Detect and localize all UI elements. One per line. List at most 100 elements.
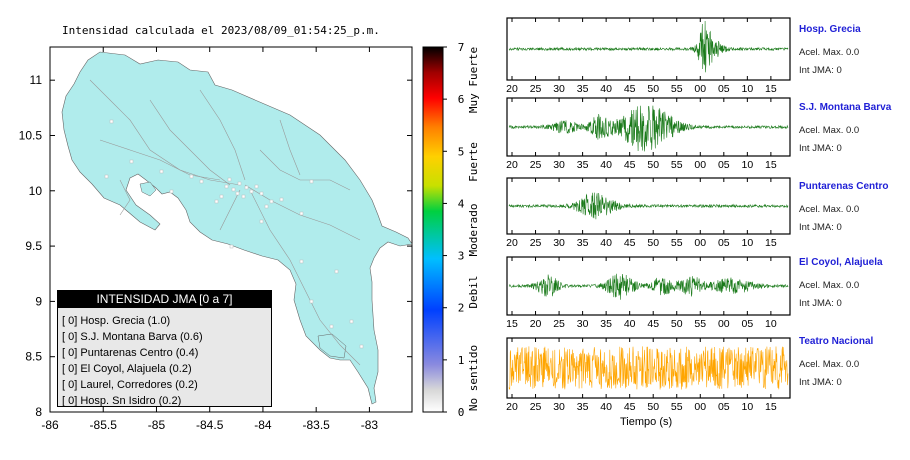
station-info: Acel. Max. 0.0 Int JMA: 0	[799, 280, 860, 309]
legend-item: [ 0] El Coyol, Alajuela (0.2)	[62, 363, 192, 375]
colorbar-tick-label: 2	[458, 302, 465, 315]
colorbar-category-label: Muy Fuerte	[467, 47, 480, 113]
station-marker	[159, 169, 164, 174]
time-tick-label: 45	[647, 318, 659, 330]
time-tick-label: 15	[765, 159, 777, 171]
station-marker	[199, 179, 204, 184]
x-tick-label: -83.5	[302, 418, 330, 432]
station-marker	[235, 191, 240, 196]
colorbar-category-label: Fuerte	[467, 142, 480, 182]
time-tick-label: 25	[530, 83, 542, 95]
time-tick-label: 15	[765, 83, 777, 95]
legend-item: [ 0] Hosp. Grecia (1.0)	[62, 315, 171, 327]
y-tick-label: 11	[30, 73, 43, 87]
trace-line	[508, 20, 789, 73]
time-tick-label: 50	[647, 159, 659, 171]
y-tick-label: 9.5	[25, 239, 42, 253]
station-marker	[129, 159, 134, 164]
station-marker	[249, 189, 254, 194]
time-tick-label: 50	[647, 83, 659, 95]
time-tick-label: 40	[600, 159, 612, 171]
time-tick-label: 00	[694, 159, 706, 171]
time-tick-label: 10	[742, 83, 754, 95]
seismogram-panel: 20 25 30 35 40 45 50 55 00 05 10 15	[506, 17, 791, 95]
time-tick-label: 40	[600, 401, 612, 413]
station-marker	[359, 344, 364, 349]
station-info: Acel. Max. 0.0 Int JMA: 0	[799, 125, 860, 154]
time-tick-label: 35	[577, 401, 589, 413]
time-tick-label: 15	[765, 237, 777, 249]
station-name: S.J. Montana Barva	[799, 102, 892, 113]
colorbar-category-label: Moderado	[467, 204, 480, 257]
time-tick-label: 25	[530, 159, 542, 171]
osa-peninsula	[317, 333, 347, 359]
station-marker	[279, 197, 284, 202]
time-tick-label: 40	[624, 318, 636, 330]
legend-item: [ 0] Laurel, Corredores (0.2)	[62, 379, 198, 391]
time-tick-label: 00	[694, 83, 706, 95]
nicoya-gulf-island	[139, 181, 157, 197]
time-tick-label: 00	[694, 237, 706, 249]
time-tick-label: 00	[718, 318, 730, 330]
station-info: Acel. Max. 0.0 Int JMA: 0	[799, 359, 860, 388]
station-marker	[329, 324, 334, 329]
station-marker	[227, 177, 232, 182]
time-tick-label: 05	[718, 83, 730, 95]
map-x-axis: -86 -85.5 -85 -84.5 -84 -83.5 -83	[41, 47, 378, 432]
station-marker	[309, 179, 314, 184]
station-marker	[224, 184, 229, 189]
station-marker	[349, 319, 354, 324]
station-name: Hosp. Grecia	[799, 24, 861, 35]
station-marker	[229, 244, 234, 249]
station-marker	[244, 185, 249, 190]
y-tick-label: 9	[35, 294, 42, 308]
station-marker	[231, 187, 236, 192]
y-tick-label: 8.5	[25, 350, 42, 364]
trace-line	[508, 346, 789, 390]
legend-title: INTENSIDAD JMA [0 a 7]	[57, 290, 272, 308]
station-name: El Coyol, Alajuela	[799, 257, 883, 268]
map-legend	[57, 290, 272, 407]
time-tick-label: 25	[530, 237, 542, 249]
y-tick-label: 10.5	[19, 128, 43, 142]
time-tick-label: 05	[718, 159, 730, 171]
map-y-axis: 11 10.5 10 9.5 9 8.5 8	[19, 73, 412, 419]
legend-rows: [ 0] Hosp. Grecia (1.0) [ 0] S.J. Montan…	[62, 313, 203, 409]
time-tick-label: 00	[694, 401, 706, 413]
time-tick-label: 15	[506, 318, 518, 330]
colorbar-tick-label: 1	[458, 354, 465, 367]
colorbar-tick-label: 4	[458, 197, 465, 210]
time-tick-label: 35	[577, 159, 589, 171]
time-tick-label: 55	[694, 318, 706, 330]
time-tick-label: 35	[600, 318, 612, 330]
colorbar-category-label: No sentido	[467, 345, 480, 411]
station-marker	[259, 191, 264, 196]
y-tick-label: 10	[29, 184, 43, 198]
time-tick-label: 40	[600, 237, 612, 249]
time-tick-label: 25	[553, 318, 565, 330]
time-tick-label: 10	[742, 401, 754, 413]
station-name: Puntarenas Centro	[799, 181, 889, 192]
trace-line	[508, 105, 789, 152]
time-tick-label: 55	[671, 237, 683, 249]
y-tick-label: 8	[35, 405, 42, 419]
station-marker	[237, 181, 242, 186]
trace-line	[508, 192, 789, 220]
page-title: Intensidad calculada el 2023/08/09_01:54…	[62, 24, 380, 37]
time-tick-label: 40	[600, 83, 612, 95]
colorbar-tick-label: 5	[458, 145, 465, 158]
time-tick-label: 05	[718, 401, 730, 413]
time-tick-label: 10	[765, 318, 777, 330]
time-tick-label: 30	[553, 83, 565, 95]
time-tick-label: 30	[553, 237, 565, 249]
costa-rica-landmass	[61, 51, 413, 405]
seismogram-panel: 20 25 30 35 40 45 50 55 00 05 10 15	[506, 337, 791, 413]
time-tick-label: 10	[742, 237, 754, 249]
time-tick-label: 25	[530, 401, 542, 413]
time-tick-label: 45	[624, 237, 636, 249]
seismogram-panel: 20 25 30 35 40 45 50 55 00 05 10 15	[506, 97, 791, 171]
station-marker	[259, 219, 264, 224]
station-marker	[219, 194, 224, 199]
station-marker	[169, 189, 174, 194]
